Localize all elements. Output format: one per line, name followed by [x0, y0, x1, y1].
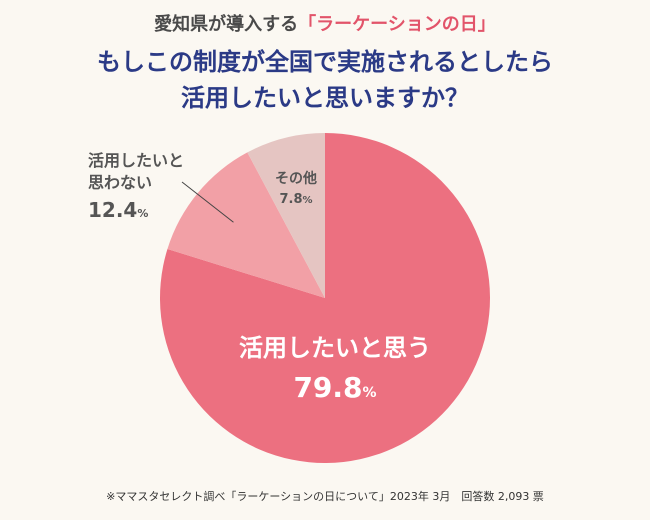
supertitle-accent: 「ラーケーションの日」 [298, 14, 496, 35]
slice-value-other: 7.8% [258, 192, 334, 207]
pie-slice-other [247, 133, 325, 298]
chart-title: もしこの制度が全国で実施されるとしたら 活用したいと思いますか？ [0, 44, 650, 116]
slice-value-not-use: 12.4% [88, 198, 184, 222]
source-note: ※ママスタセレクト調べ「ラーケーションの日について」2023年 3月 回答数 2… [106, 490, 544, 503]
pie-slice-not-use [167, 152, 325, 298]
supertitle-prefix: 愛知県が導入する [154, 14, 299, 35]
slice-label-other-text: その他 [275, 171, 317, 187]
slice-label-not-use-line1: 活用したいと [88, 151, 185, 170]
slice-label-other: その他 7.8% [258, 168, 334, 207]
title-line-2: 活用したいと思いますか？ [181, 84, 469, 112]
slice-value-use-unit: % [362, 385, 377, 401]
slice-value-use-number: 79.8 [293, 371, 363, 404]
slice-label-not-use-line2: 思わない [88, 173, 153, 192]
pie-slice-use [159, 133, 490, 464]
slice-value-not-use-unit: % [137, 207, 149, 220]
slice-value-not-use-number: 12.4 [88, 198, 138, 222]
slice-label-use: 活用したいと思う 79.8% [205, 328, 465, 404]
slice-label-not-use: 活用したいと 思わない 12.4% [88, 150, 184, 222]
chart-supertitle: 愛知県が導入する「ラーケーションの日」 [0, 10, 650, 36]
slice-value-use: 79.8% [205, 371, 465, 404]
slice-value-other-unit: % [302, 195, 313, 206]
slice-value-other-number: 7.8 [279, 192, 303, 207]
leader-line [181, 181, 234, 223]
slice-label-use-text: 活用したいと思う [239, 334, 431, 362]
title-line-1: もしこの制度が全国で実施されるとしたら [97, 48, 553, 76]
